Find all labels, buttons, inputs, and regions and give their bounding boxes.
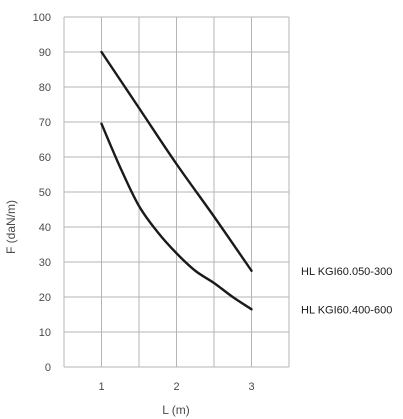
x-tick-label: 3 — [248, 381, 254, 393]
y-tick-label: 10 — [39, 327, 51, 339]
series-label-2: HL KGI60.400-600 — [301, 304, 392, 316]
x-tick-label: 1 — [98, 381, 104, 393]
series-line-2 — [100, 122, 253, 311]
x-axis-label: L (m) — [162, 403, 190, 417]
y-tick-label: 60 — [39, 152, 51, 164]
series-label-1: HL KGI60.050-300 — [301, 266, 392, 278]
series-labels: HL KGI60.050-300 HL KGI60.400-600 — [301, 266, 392, 317]
y-tick-label: 20 — [39, 292, 51, 304]
y-tick-label: 0 — [45, 362, 51, 374]
series-line-1 — [100, 50, 253, 272]
y-tick-label: 90 — [39, 47, 51, 59]
y-tick-label: 30 — [39, 257, 51, 269]
y-tick-label: 40 — [39, 222, 51, 234]
x-axis-ticks: 1 2 3 — [98, 381, 254, 393]
y-axis-label: F (daN/m) — [4, 200, 18, 254]
y-tick-label: 80 — [39, 82, 51, 94]
x-tick-label: 2 — [173, 381, 179, 393]
series-lines — [100, 50, 253, 311]
y-tick-label: 50 — [39, 187, 51, 199]
y-tick-label: 100 — [33, 12, 51, 24]
y-axis-ticks: 0 10 20 30 40 50 60 70 80 90 100 — [33, 12, 51, 374]
grid — [63, 16, 290, 368]
y-tick-label: 70 — [39, 117, 51, 129]
